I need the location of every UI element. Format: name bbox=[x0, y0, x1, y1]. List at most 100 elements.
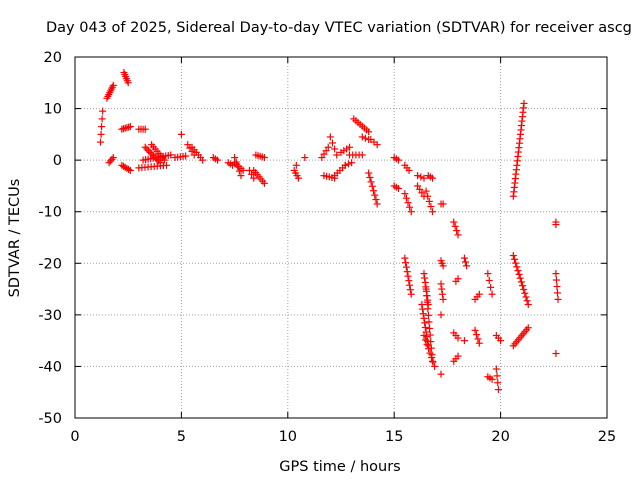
data-point bbox=[424, 305, 432, 313]
data-point bbox=[177, 130, 185, 138]
data-point bbox=[108, 155, 116, 163]
data-point bbox=[429, 357, 437, 365]
data-point bbox=[358, 133, 366, 141]
grid-lines bbox=[75, 57, 607, 418]
data-point bbox=[373, 141, 381, 149]
data-point bbox=[367, 178, 375, 186]
data-point bbox=[427, 203, 435, 211]
data-point bbox=[472, 331, 480, 339]
data-point bbox=[474, 335, 482, 343]
data-point bbox=[405, 166, 413, 174]
data-point bbox=[426, 349, 434, 357]
data-point bbox=[422, 336, 430, 344]
x-tick-label: 25 bbox=[598, 429, 616, 445]
data-point bbox=[292, 161, 300, 169]
data-point bbox=[418, 301, 426, 309]
data-point bbox=[475, 290, 483, 298]
data-point bbox=[235, 167, 243, 175]
data-point bbox=[358, 151, 366, 159]
data-point bbox=[365, 169, 373, 177]
data-point bbox=[426, 324, 434, 332]
data-point bbox=[141, 143, 149, 151]
data-point bbox=[421, 274, 429, 282]
data-point bbox=[419, 310, 427, 318]
data-point bbox=[492, 365, 500, 373]
data-point bbox=[421, 278, 429, 286]
data-point bbox=[425, 318, 433, 326]
plot-area-frame bbox=[74, 56, 608, 419]
data-point bbox=[404, 272, 412, 280]
data-point bbox=[439, 295, 447, 303]
y-tick-label: -50 bbox=[38, 411, 62, 427]
data-point bbox=[554, 295, 562, 303]
y-tick-label: 20 bbox=[44, 50, 62, 66]
y-tick-label: -40 bbox=[38, 359, 62, 375]
data-point bbox=[454, 352, 462, 360]
data-point bbox=[487, 283, 495, 291]
data-point bbox=[99, 107, 107, 115]
data-point bbox=[420, 314, 428, 322]
data-point bbox=[151, 154, 159, 162]
y-tick-label: 0 bbox=[53, 153, 62, 169]
chart-title: Day 043 of 2025, Sidereal Day-to-day VTE… bbox=[46, 20, 632, 36]
data-point bbox=[402, 263, 410, 271]
data-point bbox=[394, 156, 402, 164]
data-point bbox=[414, 172, 422, 180]
data-point bbox=[141, 125, 149, 133]
data-point bbox=[429, 358, 437, 366]
data-point bbox=[167, 151, 175, 159]
data-point bbox=[361, 134, 369, 142]
data-point bbox=[234, 163, 242, 171]
data-point bbox=[494, 379, 502, 387]
data-point bbox=[154, 157, 162, 165]
x-tick-label: 0 bbox=[70, 429, 79, 445]
tick-labels: 0 5 10 15 20 25 -50 -40 -30 -20 -10 0 10 20 bbox=[38, 50, 616, 445]
data-point bbox=[199, 156, 207, 164]
data-point bbox=[214, 156, 222, 164]
data-point bbox=[407, 208, 415, 216]
data-point bbox=[454, 231, 462, 239]
data-point bbox=[524, 324, 532, 332]
data-point bbox=[324, 143, 332, 151]
data-point bbox=[368, 182, 376, 190]
data-point bbox=[488, 290, 496, 298]
data-point bbox=[451, 222, 459, 230]
data-point bbox=[454, 334, 462, 342]
data-point bbox=[163, 161, 171, 169]
data-point bbox=[552, 350, 560, 358]
data-point bbox=[145, 147, 153, 155]
data-point bbox=[97, 138, 105, 146]
data-point bbox=[124, 79, 132, 87]
data-point bbox=[372, 196, 380, 204]
data-point bbox=[552, 276, 560, 284]
data-point bbox=[553, 282, 561, 290]
x-tick-label: 5 bbox=[177, 429, 186, 445]
data-point bbox=[401, 254, 409, 262]
data-point bbox=[515, 270, 523, 278]
data-point bbox=[513, 263, 521, 271]
data-point bbox=[348, 159, 356, 167]
data-point bbox=[422, 285, 430, 293]
data-point bbox=[250, 174, 258, 182]
data-point bbox=[406, 281, 414, 289]
data-point bbox=[402, 194, 410, 202]
data-point bbox=[156, 159, 164, 167]
data-point bbox=[421, 323, 429, 331]
data-point bbox=[471, 326, 479, 334]
data-point bbox=[463, 262, 471, 270]
data-point bbox=[98, 115, 106, 123]
data-point bbox=[438, 285, 446, 293]
data-point bbox=[426, 331, 434, 339]
data-point bbox=[403, 268, 411, 276]
data-point bbox=[520, 285, 528, 293]
data-point bbox=[420, 331, 428, 339]
data-point bbox=[328, 139, 336, 147]
data-point bbox=[519, 282, 527, 290]
data-point bbox=[109, 154, 117, 162]
data-point bbox=[423, 340, 431, 348]
data-point bbox=[423, 292, 431, 300]
data-point bbox=[260, 154, 268, 162]
